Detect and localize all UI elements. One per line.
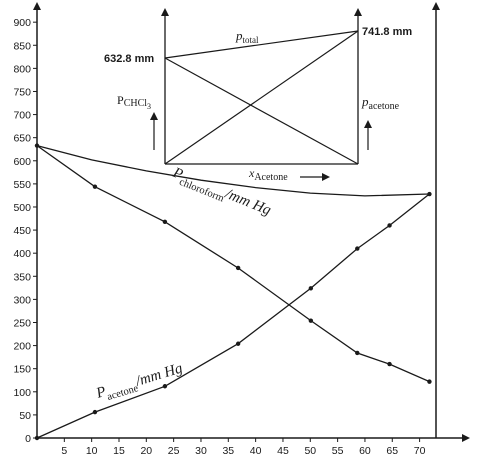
x-tick-label: 30	[195, 445, 207, 457]
y-tick-label: 450	[13, 225, 31, 237]
x-tick-label: 45	[277, 445, 289, 457]
chloroform-data-point	[308, 318, 314, 323]
chloroform-data-point	[235, 265, 241, 271]
acetone-data-point	[235, 341, 241, 346]
y-tick-label: 0	[25, 433, 31, 445]
x-tick-labels: 5 10 15 20 25 30 35 40 45 50 55 60 65 70	[61, 438, 426, 457]
x-tick-label: 70	[414, 445, 426, 457]
acetone-pressure-line	[36, 193, 430, 439]
x-tick-label: 25	[168, 445, 180, 457]
acetone-data-point	[92, 409, 98, 415]
y-tick-label: 850	[13, 40, 31, 52]
acetone-data-point	[162, 384, 168, 389]
y-tick-label: 400	[13, 248, 31, 260]
y-tick-label: 500	[13, 202, 31, 214]
acetone-data-point	[387, 223, 392, 228]
chloroform-data-point	[387, 361, 392, 367]
chloroform-pressure-line	[36, 145, 430, 383]
y-tick-label: 250	[13, 317, 31, 329]
acetone-data-point	[427, 191, 432, 197]
y-tick-label: 800	[13, 63, 31, 75]
inset-diagram: ptotal 632.8 mm 741.8 mm PCHCl3 pacetone…	[104, 8, 412, 183]
chloroform-data-point	[34, 143, 40, 148]
y-tick-label: 750	[13, 86, 31, 98]
inset-x-label: xAcetone	[248, 166, 288, 183]
inset-right-value: 741.8 mm	[362, 26, 412, 38]
inset-acetone-line	[164, 30, 359, 165]
chloroform-data-point	[355, 350, 360, 356]
chloroform-data-point	[162, 219, 168, 224]
x-tick-label: 55	[332, 445, 344, 457]
inset-left-axis-label: PCHCl3	[117, 93, 151, 111]
x-tick-label: 35	[222, 445, 234, 457]
x-tick-label: 50	[304, 445, 316, 457]
inset-total-line	[164, 30, 359, 59]
y-tick-label: 650	[13, 133, 31, 145]
acetone-data-point	[308, 286, 314, 291]
inset-chcl3-line	[164, 57, 359, 165]
acetone-data-point	[34, 435, 40, 441]
acetone-data-point	[355, 246, 360, 251]
x-tick-label: 65	[386, 445, 398, 457]
x-tick-label: 5	[61, 445, 67, 457]
inset-total-label: ptotal	[235, 28, 259, 45]
y-tick-label: 900	[13, 17, 31, 29]
x-tick-label: 60	[359, 445, 371, 457]
y-tick-labels: 0 50 100 150 200 250 300 350 400 450 500 550 600 650 7…	[13, 17, 37, 445]
acetone-series-label: Pacetone/mm Hg	[94, 360, 187, 406]
total-pressure-curve	[36, 144, 430, 197]
x-tick-label: 40	[250, 445, 262, 457]
y-tick-label: 300	[13, 294, 31, 306]
inset-right-axis-label: pacetone	[361, 94, 400, 112]
y-tick-label: 50	[19, 410, 31, 422]
y-tick-label: 350	[13, 271, 31, 283]
y-tick-label: 200	[13, 341, 31, 353]
y-tick-label: 600	[13, 156, 31, 168]
x-tick-label: 20	[140, 445, 152, 457]
y-tick-label: 150	[13, 364, 31, 376]
data-points	[34, 143, 432, 441]
y-tick-label: 100	[13, 387, 31, 399]
y-tick-label: 700	[13, 110, 31, 122]
chloroform-data-point	[92, 184, 98, 189]
inset-left-value: 632.8 mm	[104, 53, 154, 65]
x-tick-label: 10	[86, 445, 98, 457]
chloroform-data-point	[427, 379, 432, 384]
x-tick-label: 15	[113, 445, 125, 457]
y-tick-label: 550	[13, 179, 31, 191]
